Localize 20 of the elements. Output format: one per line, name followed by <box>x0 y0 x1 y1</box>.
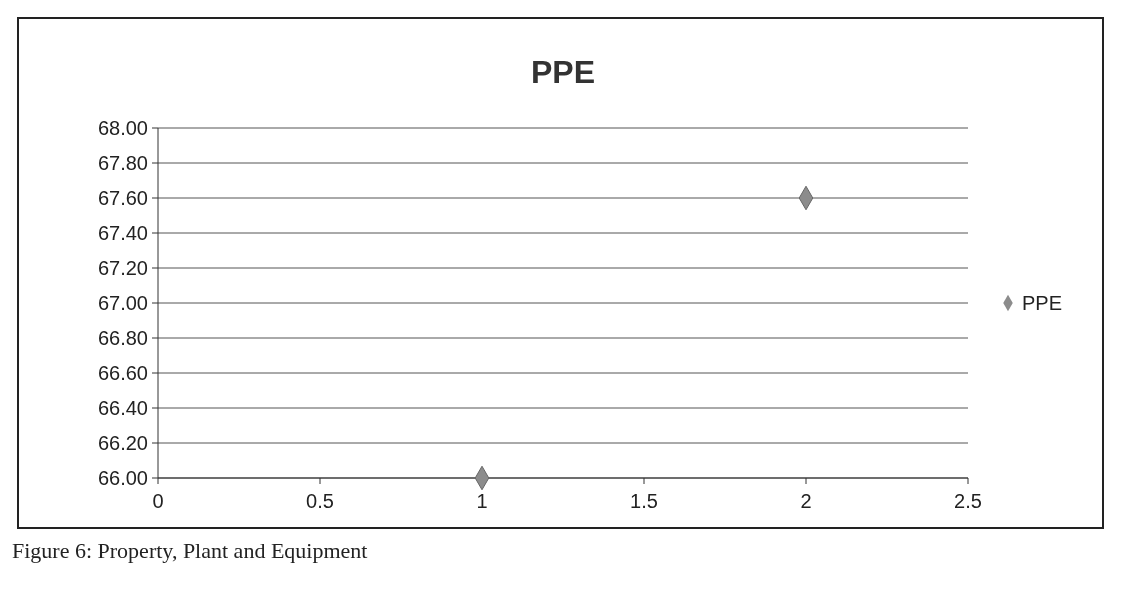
x-tick-label: 2.5 <box>954 490 982 512</box>
y-tick-label: 66.60 <box>97 362 148 384</box>
x-tick-label: 1.5 <box>630 490 658 512</box>
y-tick-label: 67.00 <box>97 292 148 314</box>
y-tick-label: 66.20 <box>97 432 148 454</box>
y-tick-label: 67.40 <box>97 222 148 244</box>
chart-title: PPE <box>530 54 596 90</box>
y-tick-label: 67.20 <box>97 257 148 279</box>
y-tick-label: 67.60 <box>97 187 148 209</box>
x-tick-label: 1 <box>476 490 488 512</box>
y-tick-label: 66.40 <box>97 397 148 419</box>
y-tick-label: 68.00 <box>97 117 148 139</box>
y-tick-label: 66.00 <box>97 467 148 489</box>
x-tick-label: 0.5 <box>306 490 334 512</box>
y-tick-label: 67.80 <box>97 152 148 174</box>
x-tick-label: 2 <box>800 490 812 512</box>
legend-label: PPE <box>1022 292 1063 314</box>
y-tick-label: 66.80 <box>97 327 148 349</box>
caption: Figure 6: Property, Plant and Equipment <box>12 538 368 563</box>
x-tick-label: 0 <box>152 490 164 512</box>
